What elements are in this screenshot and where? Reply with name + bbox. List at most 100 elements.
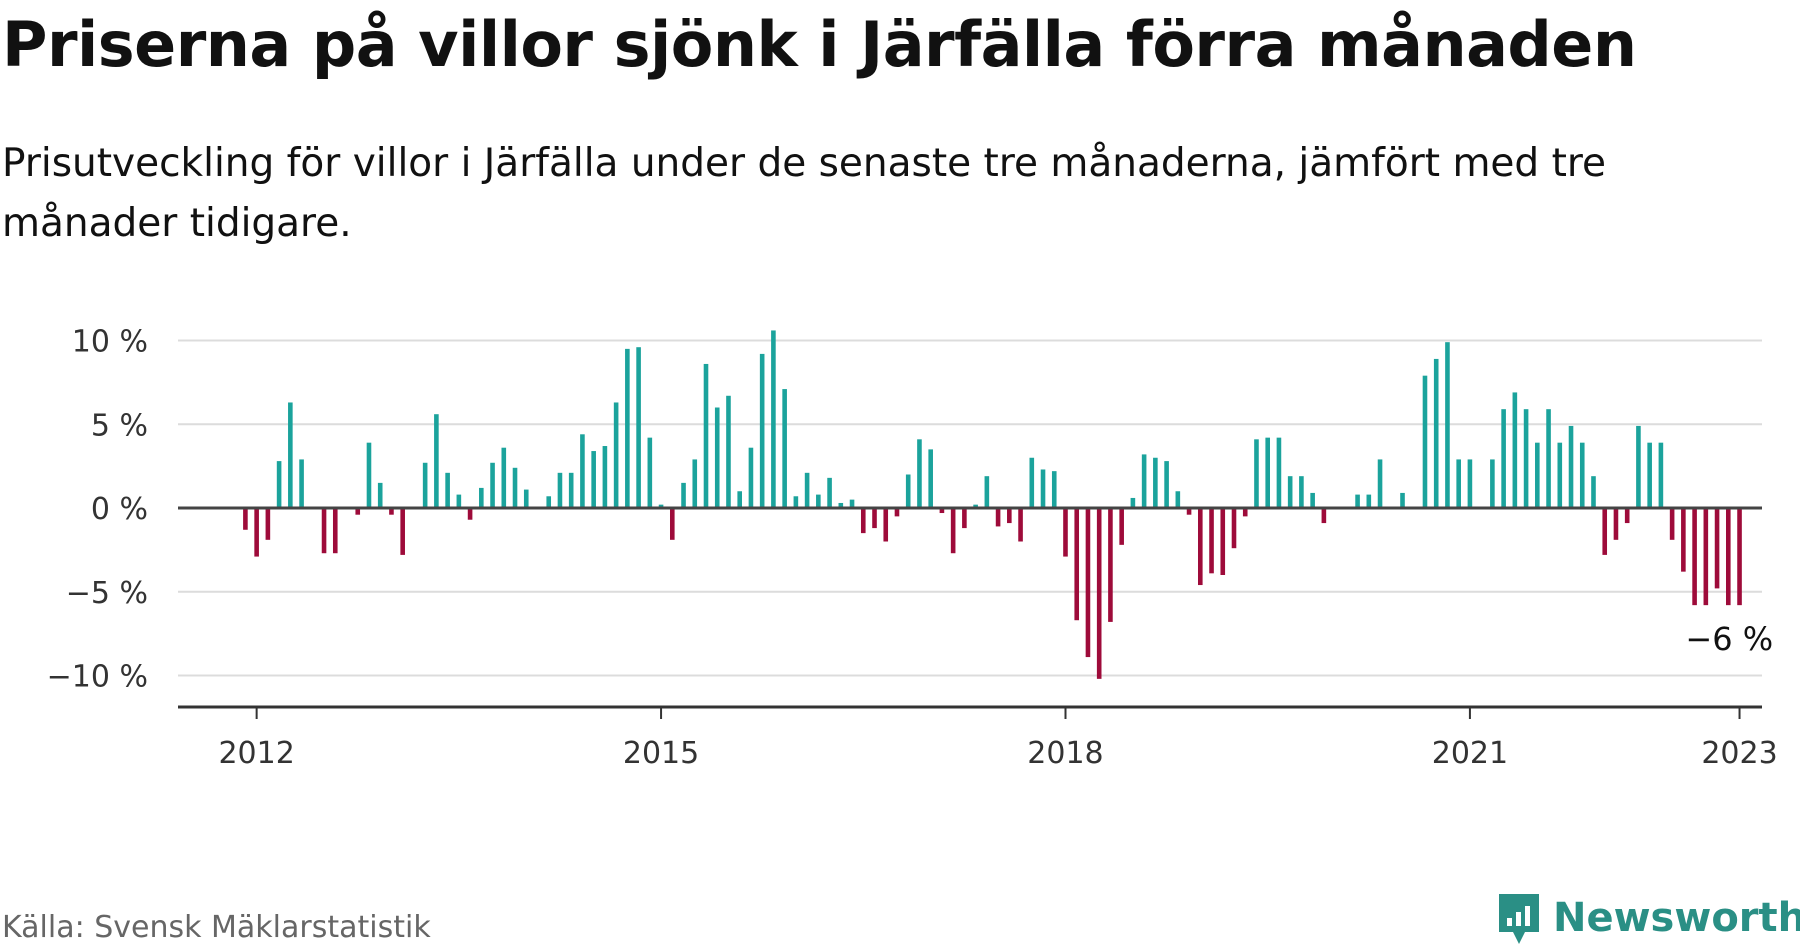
bar <box>1321 508 1327 524</box>
bar <box>602 446 608 508</box>
bar <box>692 459 698 508</box>
bar <box>1535 442 1540 508</box>
bar <box>467 508 473 520</box>
bar <box>523 489 529 508</box>
bar <box>1557 442 1563 508</box>
bar <box>737 491 743 508</box>
bar <box>1175 491 1181 508</box>
bar <box>917 439 922 508</box>
bar <box>804 472 810 508</box>
gridlines <box>178 339 1762 677</box>
x-tick-label: 2012 <box>218 736 294 771</box>
bars <box>243 330 1742 679</box>
bar <box>557 472 563 508</box>
bar <box>838 502 844 508</box>
bar <box>894 508 900 517</box>
chart-subtitle: Prisutveckling för villor i Järfälla und… <box>2 141 1607 246</box>
bar <box>1007 508 1012 524</box>
bar <box>759 353 765 508</box>
brand-logo: Newsworthy <box>1495 888 1800 948</box>
bar <box>726 395 731 508</box>
bar <box>456 494 462 508</box>
bar <box>276 461 282 508</box>
bar <box>1725 508 1731 606</box>
bar <box>636 347 641 508</box>
bar <box>1220 508 1226 575</box>
bar <box>748 447 754 508</box>
bar <box>1546 409 1551 508</box>
bar <box>1624 508 1630 524</box>
bar <box>1164 461 1169 508</box>
bar <box>1523 409 1529 508</box>
bar <box>490 462 495 508</box>
bar <box>1602 508 1608 555</box>
bar <box>1467 459 1473 508</box>
bar <box>445 472 450 508</box>
bar <box>681 482 686 508</box>
bar <box>1209 508 1214 574</box>
bar <box>1119 508 1124 545</box>
bar <box>1568 425 1574 508</box>
bar <box>1714 508 1720 589</box>
x-tick-label: 2018 <box>1027 736 1103 771</box>
bar <box>973 504 978 508</box>
y-tick-label: 0 % <box>91 492 148 527</box>
y-axis-labels: 10 % 5 % 0 % −5 % −10 % <box>47 325 148 695</box>
bar <box>501 447 507 508</box>
bar <box>1254 439 1259 508</box>
bar <box>939 508 945 514</box>
bar <box>1153 457 1158 508</box>
bar <box>1692 508 1697 606</box>
brand-name: Newsworthy <box>1553 895 1800 941</box>
bar <box>1141 454 1147 508</box>
bar <box>962 508 967 529</box>
annotation-background <box>1682 612 1775 662</box>
bar <box>1265 437 1271 508</box>
bar <box>1658 442 1664 508</box>
y-tick-label: 5 % <box>91 408 148 443</box>
chart-title: Priserna på villor sjönk i Järfälla förr… <box>2 8 1637 81</box>
bar <box>625 348 630 508</box>
x-tick-label: 2021 <box>1432 736 1508 771</box>
bar <box>546 496 552 508</box>
bar <box>905 474 911 508</box>
bar <box>793 496 799 508</box>
bar <box>1579 442 1585 508</box>
bar <box>265 508 271 540</box>
x-tick-label: 2023 <box>1701 736 1777 771</box>
bar <box>816 494 821 508</box>
bar <box>883 508 889 542</box>
bar <box>658 504 664 508</box>
bar <box>1310 492 1315 508</box>
bar <box>782 389 787 508</box>
bar <box>288 402 293 508</box>
bar <box>1040 469 1046 508</box>
bar <box>1669 508 1675 540</box>
y-tick-label: 10 % <box>72 325 148 360</box>
bar <box>568 472 574 508</box>
bar <box>1085 508 1091 658</box>
bar <box>1681 508 1686 572</box>
bar <box>872 508 877 529</box>
bar <box>355 508 361 515</box>
bar <box>389 508 394 515</box>
bar <box>1197 508 1203 586</box>
bar <box>1355 494 1360 508</box>
bar <box>1130 497 1136 508</box>
annotation-label: −6 % <box>1685 620 1773 658</box>
bar <box>849 499 855 508</box>
bar <box>714 407 720 508</box>
bar <box>332 508 338 554</box>
bar <box>591 451 596 508</box>
bar <box>995 508 1001 527</box>
bar <box>1366 494 1372 508</box>
bar <box>613 402 619 508</box>
bar <box>321 508 327 554</box>
bar <box>827 477 832 508</box>
bar <box>1445 342 1450 508</box>
bar <box>243 508 248 530</box>
newsworthy-logo-icon <box>1499 894 1539 944</box>
bar <box>1636 425 1641 508</box>
bar <box>1074 508 1080 621</box>
